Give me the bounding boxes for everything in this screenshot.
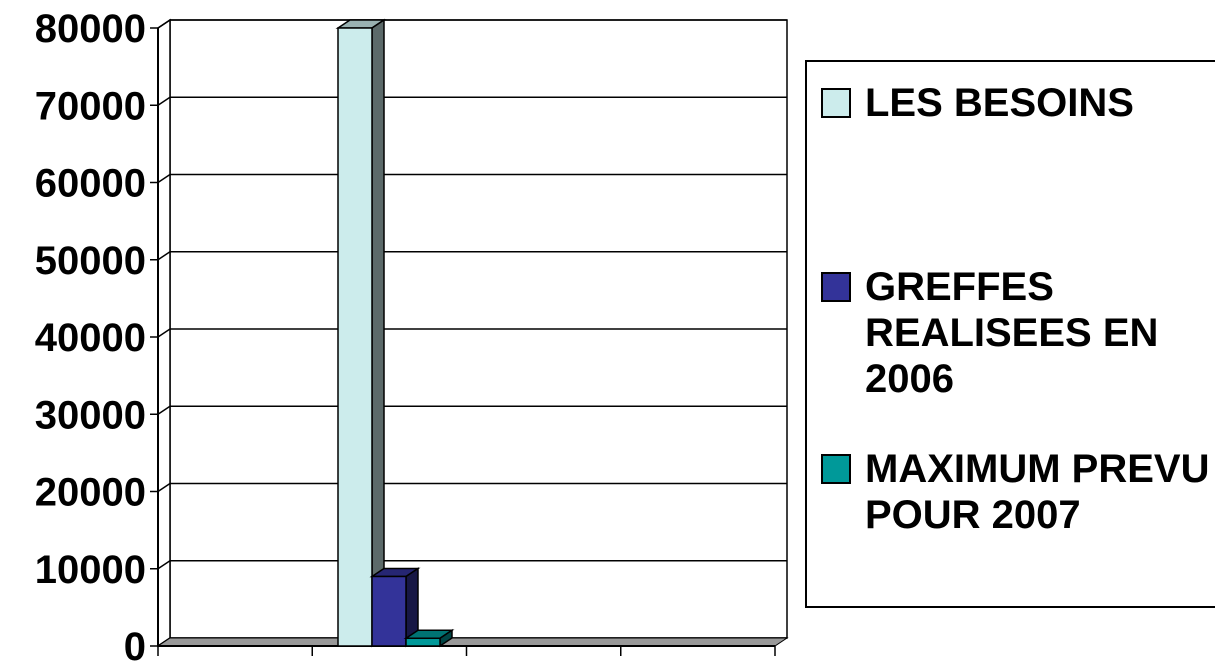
y-tick-label: 0	[124, 625, 146, 663]
legend-item-greffes-2006: GREFFES REALISEES EN 2006	[821, 264, 1215, 402]
legend-item-maximum-2007: MAXIMUM PREVU POUR 2007	[821, 446, 1215, 538]
legend-label-les-besoins: LES BESOINS	[865, 81, 1134, 125]
bar-3	[405, 637, 441, 647]
legend-label-greffes-2006: GREFFES REALISEES EN 2006	[865, 265, 1159, 401]
y-tick-label: 30000	[35, 393, 146, 437]
y-tick-label: 70000	[35, 84, 146, 128]
y-tick-label: 20000	[35, 471, 146, 515]
gridline-side	[157, 405, 171, 415]
gridline-side	[157, 96, 171, 106]
y-tick-label: 40000	[35, 316, 146, 360]
y-tick-label: 50000	[35, 239, 146, 283]
gridline-side	[157, 173, 171, 184]
legend-label-maximum-2007: MAXIMUM PREVU POUR 2007	[865, 447, 1210, 537]
gridline-side	[157, 482, 171, 493]
gridline-side	[157, 19, 171, 29]
legend-item-les-besoins: LES BESOINS	[821, 80, 1215, 126]
legend: LES BESOINS GREFFES REALISEES EN 2006 MA…	[805, 60, 1215, 608]
legend-swatch-les-besoins	[821, 88, 851, 118]
floor	[156, 637, 789, 647]
legend-swatch-greffes-2006	[821, 272, 851, 302]
bar-1-side	[371, 18, 385, 648]
y-tick-label: 10000	[35, 548, 146, 592]
gridline-side	[157, 328, 171, 338]
gridline-side	[157, 251, 171, 261]
legend-swatch-maximum-2007	[821, 454, 851, 484]
bar-1	[337, 27, 373, 647]
y-tick-label: 60000	[35, 162, 146, 206]
bar-2	[371, 575, 407, 647]
y-tick-label: 80000	[35, 7, 146, 51]
gridline-side	[157, 560, 171, 570]
